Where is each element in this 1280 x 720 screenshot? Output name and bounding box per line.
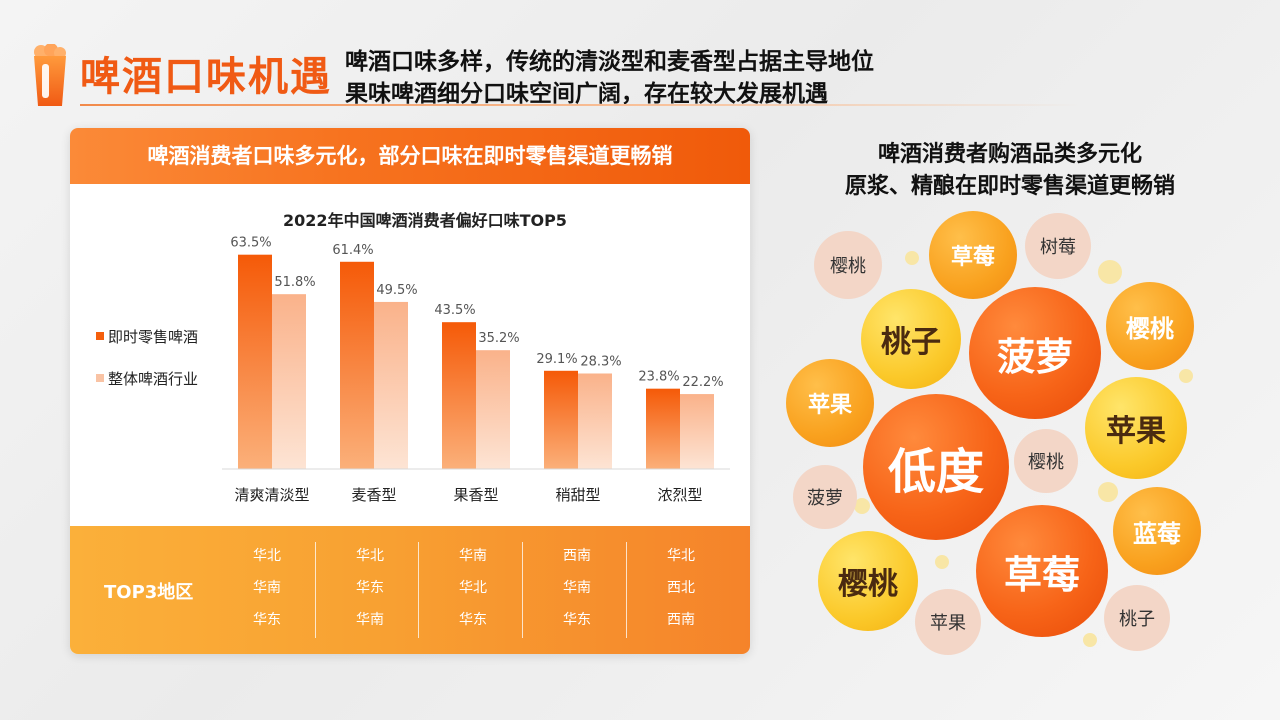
region-cell: 华东	[563, 612, 591, 628]
decorative-dot	[1098, 482, 1118, 502]
data-label: 63.5%	[230, 236, 271, 251]
region-column: 华北 华南 华东	[215, 540, 319, 636]
region-cell: 华南	[563, 580, 591, 596]
header: 啤酒口味机遇 啤酒口味多样，传统的清淡型和麦香型占据主导地位 果味啤酒细分口味空…	[0, 0, 1280, 110]
data-label: 43.5%	[434, 303, 475, 318]
category-label: 清爽清淡型	[234, 486, 309, 504]
legend-label: 整体啤酒行业	[108, 370, 198, 388]
region-cell: 华北	[667, 548, 695, 564]
bar-instant-retail-4	[544, 370, 578, 469]
region-cell: 西南	[563, 548, 591, 564]
data-label: 61.4%	[332, 243, 373, 258]
decorative-dot	[1098, 260, 1122, 284]
data-label: 22.2%	[682, 375, 723, 390]
category-label: 麦香型	[351, 486, 396, 504]
bar-industry-2	[374, 301, 408, 469]
chart-title: 2022年中国啤酒消费者偏好口味TOP5	[283, 211, 567, 230]
region-cell: 华东	[356, 580, 384, 596]
flavor-bubble: 苹果	[915, 589, 981, 655]
region-cell: 华东	[459, 612, 487, 628]
right-panel-title: 啤酒消费者购酒品类多元化	[877, 142, 1142, 167]
decorative-dot	[1179, 369, 1193, 383]
bar-instant-retail-1	[238, 254, 272, 469]
decorative-dot	[935, 555, 949, 569]
bar-industry-4	[578, 373, 612, 469]
data-label: 23.8%	[638, 370, 679, 385]
region-cell: 华南	[253, 580, 281, 596]
flavor-bubble: 菠萝	[969, 287, 1101, 419]
legend-label: 即时零售啤酒	[108, 328, 198, 346]
category-label: 稍甜型	[555, 486, 600, 504]
bar-industry-3	[476, 350, 510, 469]
flavor-bubble: 苹果	[786, 359, 874, 447]
flavor-bubble: 树莓	[1025, 213, 1091, 279]
region-column: 华南 华北 华东	[421, 540, 525, 636]
flavor-bubble: 低度	[863, 394, 1009, 540]
bar-industry-1	[272, 294, 306, 469]
region-divider	[315, 542, 316, 638]
data-label: 28.3%	[580, 354, 621, 369]
flavor-bubble: 蓝莓	[1113, 487, 1201, 575]
flavor-bubble: 桃子	[1104, 585, 1170, 651]
region-column: 华北 华东 华南	[318, 540, 422, 636]
bar-industry-5	[680, 394, 714, 469]
top3-region-table: TOP3地区 华北 华南 华东 华北 华东 华南 华南 华北 华东 西南 华南 华东 华北 西北 西南	[70, 526, 750, 654]
region-column: 西南 华南 华东	[525, 540, 629, 636]
region-cell: 西南	[667, 612, 695, 628]
flavor-bubble: 苹果	[1085, 377, 1187, 479]
data-label: 51.8%	[274, 275, 315, 290]
region-divider	[626, 542, 627, 638]
category-label: 浓烈型	[657, 486, 702, 504]
region-cell: 华东	[253, 612, 281, 628]
region-cell: 华北	[459, 580, 487, 596]
region-cell: 华南	[459, 548, 487, 564]
header-divider	[80, 104, 1080, 106]
legend-swatch	[96, 332, 104, 340]
legend-swatch	[96, 374, 104, 382]
region-table-title: TOP3地区	[104, 582, 194, 603]
flavor-bubble: 樱桃	[1014, 429, 1078, 493]
decorative-dot	[1083, 633, 1097, 647]
card-banner: 啤酒消费者口味多元化，部分口味在即时零售渠道更畅销	[70, 128, 750, 184]
region-divider	[418, 542, 419, 638]
region-divider	[522, 542, 523, 638]
flavor-bubble: 樱桃	[1106, 282, 1194, 370]
flavor-bubble: 桃子	[861, 289, 961, 389]
bar-instant-retail-2	[340, 261, 374, 469]
right-panel-subtitle: 原浆、精酿在即时零售渠道更畅销	[844, 174, 1175, 199]
flavor-bubble: 樱桃	[818, 531, 918, 631]
flavor-bubble: 樱桃	[814, 231, 882, 299]
flavor-bubble: 草莓	[976, 505, 1108, 637]
decorative-dot	[854, 498, 870, 514]
data-label: 29.1%	[536, 352, 577, 367]
category-label: 果香型	[453, 486, 498, 504]
region-cell: 华南	[356, 612, 384, 628]
bar-instant-retail-3	[442, 322, 476, 469]
region-cell: 西北	[667, 580, 695, 596]
region-cell: 华北	[356, 548, 384, 564]
flavor-bubble: 草莓	[929, 211, 1017, 299]
flavor-bubble: 菠萝	[793, 465, 857, 529]
beer-mug-icon	[34, 44, 66, 106]
data-label: 49.5%	[376, 283, 417, 298]
region-cell: 华北	[253, 548, 281, 564]
page-title: 啤酒口味机遇	[80, 54, 332, 100]
decorative-dot	[905, 251, 919, 265]
bar-instant-retail-5	[646, 388, 680, 469]
data-label: 35.2%	[478, 331, 519, 346]
header-subtitle-line-1: 啤酒口味多样，传统的清淡型和麦香型占据主导地位	[345, 49, 874, 75]
flavor-preference-card: 啤酒消费者口味多元化，部分口味在即时零售渠道更畅销 2022年中国啤酒消费者偏好…	[70, 128, 750, 654]
header-subtitle-line-2: 果味啤酒细分口味空间广阔，存在较大发展机遇	[345, 81, 828, 107]
region-column: 华北 西北 西南	[629, 540, 733, 636]
